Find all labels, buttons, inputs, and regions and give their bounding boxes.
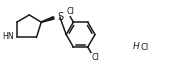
- Text: H: H: [132, 42, 139, 51]
- Text: Cl: Cl: [66, 7, 74, 16]
- Text: Cl: Cl: [140, 43, 149, 52]
- Text: S: S: [57, 12, 64, 22]
- Text: HN: HN: [3, 32, 14, 41]
- Text: Cl: Cl: [91, 53, 99, 62]
- Polygon shape: [41, 17, 54, 22]
